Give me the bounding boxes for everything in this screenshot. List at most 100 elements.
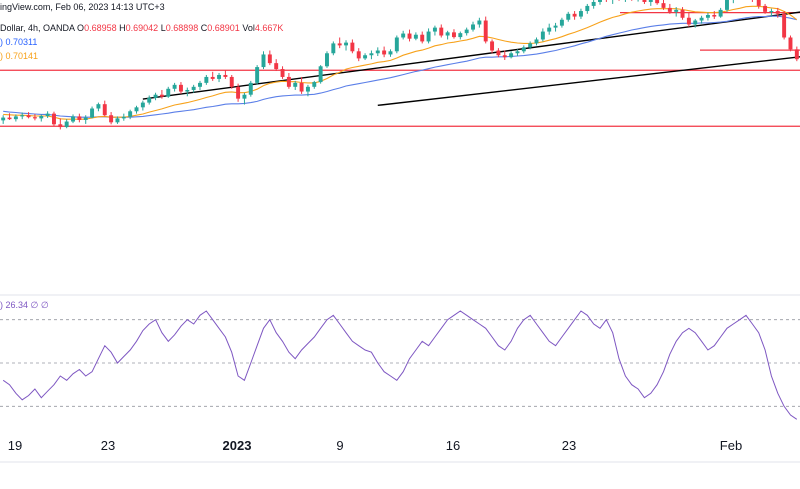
candle-body bbox=[39, 116, 44, 119]
candle-body bbox=[661, 3, 666, 8]
ma-fast-legend: ) 0.70141 bbox=[0, 51, 39, 61]
candle-body bbox=[598, 0, 602, 2]
candle-body bbox=[680, 9, 685, 18]
candle-body bbox=[725, 0, 729, 10]
pane-separator bbox=[0, 294, 800, 463]
candle-body bbox=[509, 53, 514, 58]
candle-body bbox=[20, 115, 25, 117]
candle-body bbox=[172, 84, 177, 89]
x-tick-label: 16 bbox=[445, 438, 461, 453]
candle-body bbox=[769, 11, 774, 13]
ma-fast-line bbox=[3, 5, 798, 120]
candle-body bbox=[471, 24, 475, 30]
close-value: 0.68901 bbox=[207, 23, 240, 33]
candle-body bbox=[318, 66, 323, 83]
candle-body bbox=[718, 9, 723, 17]
x-tick-label: 19 bbox=[7, 438, 23, 453]
candle-body bbox=[280, 69, 285, 77]
candle-body bbox=[756, 0, 761, 6]
volume-label: Vol bbox=[242, 23, 255, 33]
candle-body bbox=[566, 13, 571, 20]
candle-body bbox=[794, 49, 799, 60]
candle-body bbox=[325, 53, 329, 67]
candle-body bbox=[363, 55, 368, 59]
ma-slow-line bbox=[3, 15, 797, 118]
candle-body bbox=[261, 54, 266, 68]
candle-body bbox=[407, 33, 412, 39]
candle-body bbox=[312, 82, 317, 87]
candle-body bbox=[763, 5, 768, 12]
candle-body bbox=[109, 115, 114, 123]
candle-body bbox=[204, 76, 209, 83]
x-tick-label: 2023 bbox=[222, 438, 252, 453]
x-tick-label: 23 bbox=[100, 438, 116, 453]
candle-body bbox=[217, 74, 222, 79]
candle-body bbox=[159, 94, 164, 97]
candle-body bbox=[420, 34, 425, 42]
candle-body bbox=[648, 0, 653, 2]
candle-body bbox=[432, 27, 437, 32]
candle-body bbox=[375, 50, 380, 54]
candle-body bbox=[90, 108, 95, 118]
candle-body bbox=[483, 20, 488, 42]
close-label: C bbox=[200, 23, 208, 33]
candle-body bbox=[712, 14, 717, 17]
candle-body bbox=[96, 104, 101, 109]
candle-body bbox=[667, 7, 672, 12]
candle-body bbox=[521, 47, 526, 52]
candle-body bbox=[236, 86, 241, 99]
candle-body bbox=[547, 27, 552, 32]
rsi-pane bbox=[0, 310, 800, 420]
candle-body bbox=[305, 86, 310, 92]
candle-body bbox=[274, 63, 279, 70]
candle-body bbox=[248, 82, 253, 95]
candle-body bbox=[337, 43, 342, 46]
candle-body bbox=[540, 31, 545, 40]
candle-body bbox=[140, 102, 145, 108]
candle-body bbox=[198, 82, 202, 87]
candle-body bbox=[775, 11, 780, 14]
high-label: H bbox=[119, 23, 126, 33]
candle-body bbox=[585, 5, 590, 12]
candle-body bbox=[71, 116, 75, 122]
candle-body bbox=[58, 124, 63, 128]
candle-body bbox=[413, 34, 418, 39]
candle-body bbox=[572, 13, 577, 17]
title-fragment: ingView.com, Feb 06, 2023 14:13 UTC+3 bbox=[0, 2, 165, 12]
candle-body bbox=[52, 113, 56, 125]
candle-body bbox=[153, 94, 158, 98]
rsi-line bbox=[2, 310, 798, 420]
candle-body bbox=[255, 67, 260, 83]
candle-body bbox=[445, 32, 450, 36]
candle-body bbox=[128, 111, 133, 117]
candle-body bbox=[185, 89, 190, 92]
candle-body bbox=[242, 94, 247, 99]
candle-body bbox=[559, 19, 564, 26]
candle-body bbox=[674, 9, 679, 12]
candle-body bbox=[705, 14, 710, 18]
candle-body bbox=[502, 55, 507, 58]
candle-body bbox=[350, 42, 355, 52]
candle-body bbox=[223, 74, 228, 77]
candle-body bbox=[178, 84, 183, 92]
candle-body bbox=[388, 51, 393, 55]
candle-body bbox=[782, 13, 787, 38]
candle-body bbox=[299, 82, 304, 92]
candle-body bbox=[1, 117, 6, 121]
candle-body bbox=[121, 116, 126, 119]
candle-body bbox=[686, 17, 691, 25]
candle-body bbox=[464, 29, 469, 34]
candle-body bbox=[7, 117, 12, 120]
low-value: 0.68898 bbox=[165, 23, 199, 33]
candle-body bbox=[490, 41, 495, 51]
candle-body bbox=[115, 118, 120, 123]
candle-body bbox=[102, 104, 107, 116]
candle-body bbox=[293, 82, 298, 87]
candle-body bbox=[426, 31, 431, 42]
candle-body bbox=[591, 1, 596, 6]
candle-body bbox=[642, 0, 647, 2]
x-tick-label: Feb bbox=[719, 438, 743, 453]
candle-body bbox=[369, 53, 374, 56]
high-value: 0.69042 bbox=[125, 23, 159, 33]
candle-body bbox=[331, 43, 336, 54]
